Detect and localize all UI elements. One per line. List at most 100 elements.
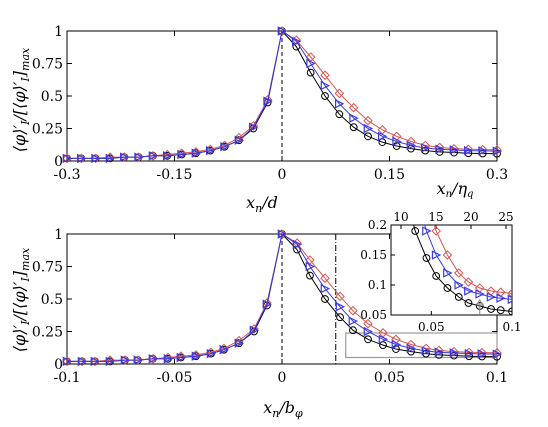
data-point xyxy=(176,352,187,363)
x-tick-label: -0.3 xyxy=(54,167,81,183)
inset-data-point xyxy=(391,126,398,133)
inset-data-point xyxy=(454,293,463,301)
data-point xyxy=(320,273,330,283)
inset-series-line xyxy=(433,225,512,294)
data-point xyxy=(392,345,400,353)
data-point xyxy=(364,132,372,141)
x-tick-label: 0 xyxy=(278,370,287,386)
data-point xyxy=(434,347,445,358)
y-tick-label: 1 xyxy=(54,24,63,40)
data-point xyxy=(492,146,503,156)
top-panel: -0.3 -0.15 0 0.15 0.3 0 0.25 0.5 0.75 1 xyxy=(32,24,508,183)
data-point xyxy=(62,356,72,367)
data-point xyxy=(133,355,144,365)
data-point xyxy=(120,355,131,365)
x-tick-label: 0.05 xyxy=(374,370,405,386)
data-point xyxy=(234,338,245,348)
data-point xyxy=(348,102,359,113)
y-tick-label: 0 xyxy=(54,154,63,170)
inset-data-point xyxy=(475,289,485,299)
data-point xyxy=(148,354,159,364)
x-tick-label: 0.3 xyxy=(486,167,508,183)
inset-top-tick-label: 25 xyxy=(498,210,513,224)
inset-series-line xyxy=(424,225,512,300)
data-point xyxy=(335,302,346,312)
data-point xyxy=(349,123,358,132)
inset-data-point xyxy=(443,268,453,278)
inset-data-point xyxy=(422,254,431,262)
inset-data-point xyxy=(400,95,408,103)
data-point xyxy=(163,354,174,364)
inset-y-tick-label: 0.15 xyxy=(360,248,387,262)
inset-top-tick-label: 20 xyxy=(463,210,478,224)
data-point xyxy=(220,141,230,152)
zoom-box xyxy=(345,332,498,359)
data-point xyxy=(364,335,372,344)
data-point xyxy=(306,271,314,280)
inset-data-point xyxy=(431,226,441,236)
data-point xyxy=(464,348,475,359)
data-point xyxy=(277,229,288,239)
data-point xyxy=(349,113,359,123)
data-point xyxy=(90,356,101,367)
data-point xyxy=(162,151,173,161)
data-point xyxy=(206,348,217,359)
data-point xyxy=(62,153,73,164)
data-point xyxy=(306,68,315,77)
inset-x-tick-label: 0.1 xyxy=(502,320,521,334)
data-point xyxy=(119,152,130,162)
inset-data-point xyxy=(379,0,386,1)
data-point xyxy=(391,131,402,142)
data-point xyxy=(391,334,401,345)
data-point xyxy=(335,110,344,119)
data-point xyxy=(363,115,373,126)
data-point xyxy=(449,348,460,358)
inset-data-point xyxy=(496,293,506,303)
inset-data-point xyxy=(454,280,464,290)
data-point xyxy=(421,346,432,356)
inset-top-tick-label: 15 xyxy=(428,210,443,224)
data-point xyxy=(363,318,373,329)
data-point xyxy=(234,135,245,145)
inset-top-tick-label: 10 xyxy=(393,210,408,224)
data-point xyxy=(392,142,401,150)
y-tick-label: 0.75 xyxy=(32,260,63,276)
data-point xyxy=(62,356,73,367)
bottom-xlabel: xn/bφ xyxy=(263,398,303,420)
data-point xyxy=(219,344,230,355)
inset-data-point xyxy=(422,197,430,205)
inset-data-point xyxy=(486,292,497,302)
data-point xyxy=(406,140,417,151)
inset-data-point xyxy=(411,191,418,198)
data-point xyxy=(292,239,303,250)
inset-data-point xyxy=(431,250,442,260)
inset-data-point xyxy=(411,227,420,235)
inset-data-point xyxy=(443,284,452,292)
y-tick-label: 0 xyxy=(54,357,63,373)
data-point xyxy=(320,283,331,294)
data-point xyxy=(191,148,202,158)
inset-data-point xyxy=(390,29,398,37)
x-tick-label: 0 xyxy=(278,167,287,183)
data-point xyxy=(348,316,359,326)
data-point xyxy=(478,146,488,156)
data-point xyxy=(320,80,331,91)
inset-frame xyxy=(390,224,513,316)
data-point xyxy=(148,354,158,364)
data-point xyxy=(363,123,374,134)
data-point xyxy=(391,339,402,350)
inset-data-point xyxy=(487,305,495,313)
inset-y-tick-label: 0.2 xyxy=(368,218,387,232)
inset-series-line xyxy=(413,225,512,312)
data-point xyxy=(449,145,460,155)
x-tick-label: -0.15 xyxy=(157,167,193,183)
data-point xyxy=(249,325,260,335)
inset-data-point xyxy=(463,277,474,287)
bottom-panel: -0.1 -0.05 0 0.05 0.1 0 0.25 0.5 0.75 1 xyxy=(32,227,508,386)
data-point xyxy=(335,291,345,302)
data-point xyxy=(349,326,357,335)
y-tick-label: 0.5 xyxy=(41,292,63,308)
inset-data-point xyxy=(508,307,512,315)
data-point xyxy=(492,349,503,359)
inset-data-point xyxy=(380,42,387,49)
